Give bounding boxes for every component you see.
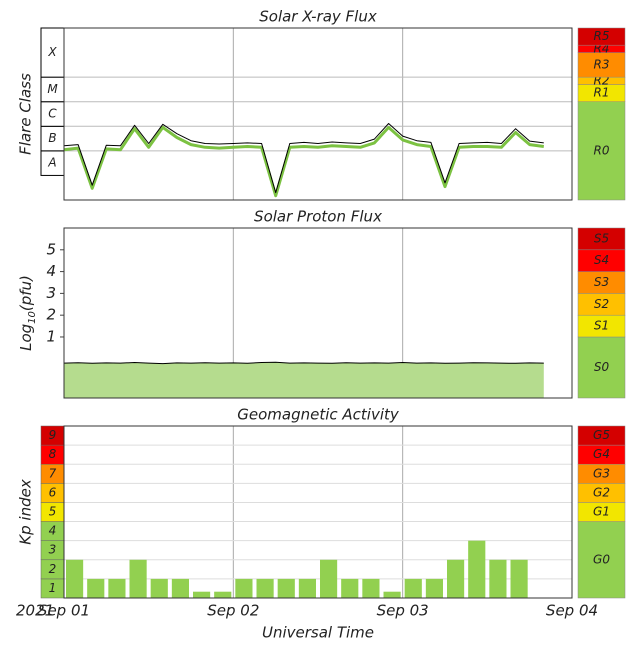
level-label: 6 (49, 485, 57, 499)
area (64, 362, 544, 398)
x-axis-label: Universal Time (262, 624, 374, 642)
bar (235, 578, 253, 598)
panel-title: Geomagnetic Activity (237, 406, 400, 424)
scale-label: G2 (593, 485, 610, 499)
line (63, 123, 544, 194)
y-axis-label: Log10(pfu) (17, 275, 38, 351)
scale-label: R1 (594, 86, 610, 100)
scale-label: G0 (593, 552, 610, 566)
scale-label: G1 (593, 505, 610, 519)
y-tick-label: 3 (46, 284, 56, 302)
level-label: 8 (49, 447, 57, 461)
bar (277, 578, 295, 598)
scale-label: R0 (594, 143, 610, 157)
class-label: B (48, 131, 56, 145)
x-tick-label: Sep 01 (38, 602, 90, 620)
bar (214, 591, 232, 598)
bar (298, 578, 316, 598)
scale-label: S4 (594, 253, 609, 267)
scale-band (577, 521, 626, 599)
bar (256, 578, 274, 598)
bar (404, 578, 422, 598)
y-tick-label: 2 (46, 306, 56, 324)
class-label: M (47, 82, 58, 96)
bar (447, 559, 465, 598)
y-label-rest: (pfu) (17, 275, 35, 311)
y-label-text: Log (17, 324, 35, 351)
level-label: 9 (49, 428, 57, 442)
level-label: 3 (49, 543, 57, 557)
bar (171, 578, 189, 598)
y-tick-label: 1 (46, 327, 56, 345)
bar (489, 559, 507, 598)
bar (510, 559, 528, 598)
scale-label: S1 (594, 319, 609, 333)
bar (66, 559, 84, 598)
year-label: 2021 (16, 602, 54, 620)
bar (425, 578, 443, 598)
level-label: 5 (49, 505, 57, 519)
scale-label: G5 (593, 428, 610, 442)
plot-frame (63, 227, 573, 399)
bar (108, 578, 126, 598)
bar (320, 559, 338, 598)
scale-label: S2 (594, 297, 609, 311)
bar (468, 540, 486, 598)
scale-label: R5 (594, 29, 610, 43)
y-tick-label: 5 (46, 240, 56, 258)
panel-title: Solar Proton Flux (254, 208, 382, 226)
line (63, 361, 544, 365)
plot-frame (63, 425, 573, 599)
scale-label: G4 (593, 447, 610, 461)
level-label: 1 (49, 581, 57, 595)
bar (129, 559, 147, 598)
scale-band (577, 52, 626, 78)
bar (362, 578, 380, 598)
scale-band (577, 425, 626, 446)
line (63, 125, 545, 198)
x-tick-label: Sep 04 (546, 602, 598, 620)
level-label: 7 (49, 466, 57, 480)
bar (383, 591, 401, 598)
plot-area (64, 28, 572, 200)
y-axis-label: Kp index (17, 479, 35, 545)
scale-band (577, 336, 626, 399)
scale-label: S0 (594, 360, 610, 374)
scale-label: G3 (593, 466, 610, 480)
x-tick-label: Sep 03 (377, 602, 429, 620)
y-tick-label: 4 (46, 262, 56, 280)
y-label-sub: 10 (27, 311, 38, 324)
plot-area (64, 426, 572, 598)
scale-band (577, 101, 626, 201)
class-label: X (47, 45, 57, 59)
bar (87, 578, 105, 598)
bar (341, 578, 359, 598)
scale-band (577, 27, 626, 46)
scale-label: S3 (594, 275, 609, 289)
bar (193, 591, 211, 598)
level-label: 2 (49, 562, 57, 576)
plot-frame (63, 27, 573, 201)
class-label: C (48, 107, 57, 121)
level-label: 4 (49, 524, 57, 538)
x-tick-label: Sep 02 (207, 602, 259, 620)
scale-label: S5 (594, 231, 609, 245)
panel-title: Solar X-ray Flux (259, 8, 377, 26)
class-label: A (47, 156, 56, 170)
bar (150, 578, 168, 598)
scale-band (577, 227, 626, 251)
y-axis-label: Flare Class (17, 73, 35, 155)
scale-label: R3 (594, 57, 610, 71)
